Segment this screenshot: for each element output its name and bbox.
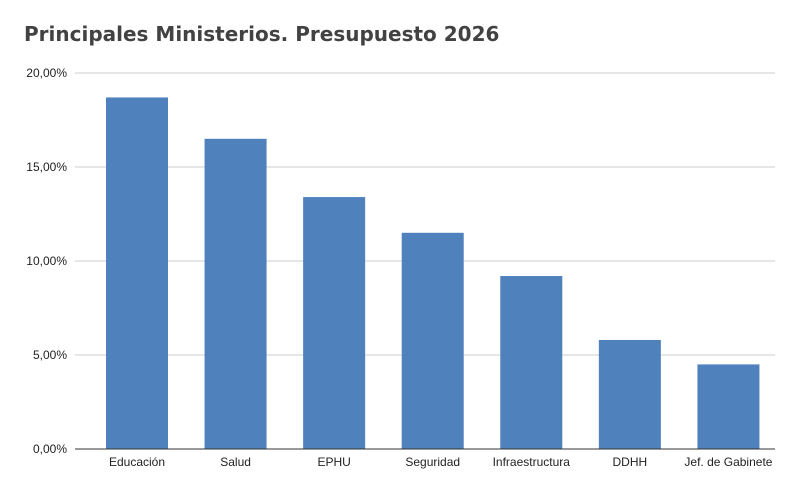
y-tick-label: 20,00% [26,66,67,80]
y-axis-tick-labels: 0,00% 5,00% 10,00% 15,00% 20,00% [26,66,67,456]
bar [500,276,563,449]
chart-title: Principales Ministerios. Presupuesto 202… [24,22,500,46]
y-tick-label: 15,00% [26,160,67,174]
bar [204,138,267,450]
bar [303,197,366,449]
x-tick-label: Infraestructura [493,455,571,469]
bars [106,97,760,450]
x-tick-label: Jef. de Gabinete [684,455,772,469]
x-tick-label: Salud [220,455,251,469]
y-tick-label: 0,00% [33,442,67,456]
x-tick-label: Seguridad [405,455,460,469]
bar [106,97,168,449]
y-tick-label: 5,00% [33,348,67,362]
bar [401,232,464,449]
x-tick-label: Educación [109,455,165,469]
y-tick-label: 10,00% [26,254,67,268]
x-tick-label: EPHU [317,455,350,469]
bar [697,364,760,449]
x-tick-label: DDHH [613,455,648,469]
bar [598,339,661,449]
x-axis-tick-labels: Educación Salud EPHU Seguridad Infraestructu… [109,455,773,469]
